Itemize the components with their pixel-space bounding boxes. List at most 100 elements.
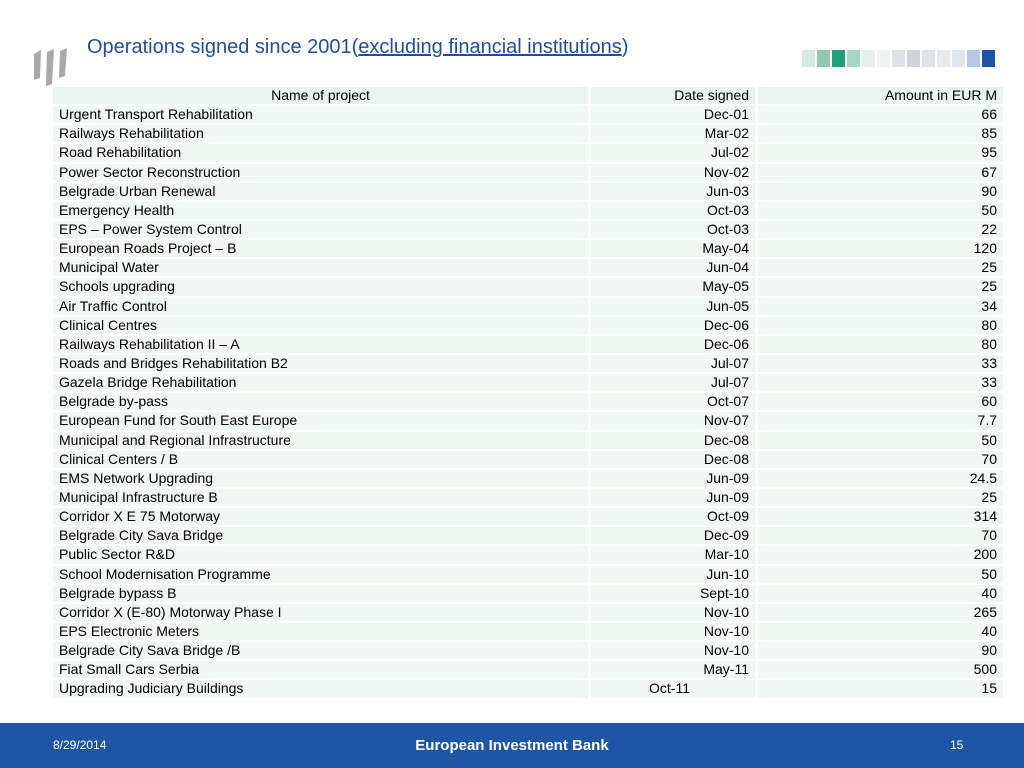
date-signed-cell: Nov-02 xyxy=(591,163,758,181)
date-signed-cell: Oct-07 xyxy=(591,393,758,411)
table-row: Corridor X (E-80) Motorway Phase I Nov-10… xyxy=(53,603,1003,621)
table-row: Belgrade City Sava Bridge /B Nov-10 90 xyxy=(53,642,1003,660)
date-signed-cell: Nov-10 xyxy=(591,603,758,621)
project-name-cell: Power Sector Reconstruction xyxy=(53,163,591,181)
project-name-cell: Belgrade City Sava Bridge xyxy=(53,527,591,545)
project-name-cell: Railways Rehabilitation II – A xyxy=(53,335,591,353)
date-signed-cell: Jun-03 xyxy=(591,182,758,200)
table-row: Belgrade City Sava Bridge Dec-09 70 xyxy=(53,527,1003,545)
amount-cell: 500 xyxy=(758,661,1003,679)
table-row: Railways Rehabilitation Mar-02 85 xyxy=(53,125,1003,143)
date-signed-cell: Dec-08 xyxy=(591,431,758,449)
date-signed-cell: Jul-07 xyxy=(591,354,758,373)
date-signed-cell: May-05 xyxy=(591,278,758,296)
date-signed-cell: Oct-11 xyxy=(591,680,758,698)
table-row: Upgrading Judiciary Buildings Oct-11 15 xyxy=(53,680,1003,698)
date-signed-cell: Oct-09 xyxy=(591,508,758,526)
date-signed-cell: Oct-03 xyxy=(591,201,758,219)
table-row: Air Traffic Control Jun-05 34 xyxy=(53,297,1003,315)
title-link[interactable]: excluding financial institutions xyxy=(358,36,622,58)
table-row: Municipal and Regional Infrastructure Dec… xyxy=(53,431,1003,449)
project-name-cell: EMS Network Upgrading xyxy=(53,469,591,487)
table-row: EPS – Power System Control Oct-03 22 xyxy=(53,220,1003,239)
project-name-cell: Upgrading Judiciary Buildings xyxy=(53,680,591,698)
amount-cell: 95 xyxy=(758,144,1003,162)
project-name-cell: Clinical Centres xyxy=(53,316,591,334)
table-row: Road Rehabilitation Jul-02 95 xyxy=(53,144,1003,162)
project-name-cell: Schools upgrading xyxy=(53,278,591,296)
date-signed-cell: May-04 xyxy=(591,240,758,258)
amount-cell: 90 xyxy=(758,642,1003,660)
amount-cell: 50 xyxy=(758,431,1003,449)
table-row: Emergency Health Oct-03 50 xyxy=(53,201,1003,219)
amount-cell: 120 xyxy=(758,240,1003,258)
table-row: Gazela Bridge Rehabilitation Jul-07 33 xyxy=(53,374,1003,392)
amount-cell: 90 xyxy=(758,182,1003,200)
date-signed-cell: Jun-05 xyxy=(591,297,758,315)
project-name-cell: Air Traffic Control xyxy=(53,297,591,315)
amount-cell: 7.7 xyxy=(758,412,1003,430)
footer-organization: European Investment Bank xyxy=(415,737,609,754)
date-signed-cell: Sept-10 xyxy=(591,584,758,602)
table-row: Belgrade bypass B Sept-10 40 xyxy=(53,584,1003,602)
date-signed-cell: Jun-09 xyxy=(591,469,758,487)
project-name-cell: Municipal Water xyxy=(53,259,591,277)
amount-cell: 265 xyxy=(758,603,1003,621)
amount-cell: 70 xyxy=(758,527,1003,545)
date-signed-cell: Jul-07 xyxy=(591,374,758,392)
eib-logo-icon xyxy=(34,48,67,86)
footer-date: 8/29/2014 xyxy=(53,738,107,752)
amount-cell: 22 xyxy=(758,220,1003,239)
header-name-of-project: Name of project xyxy=(53,87,591,105)
project-name-cell: Corridor X E 75 Motorway xyxy=(53,508,591,526)
project-name-cell: Belgrade City Sava Bridge /B xyxy=(53,642,591,660)
project-name-cell: Road Rehabilitation xyxy=(53,144,591,162)
operations-table: Name of project Date signed Amount in EU… xyxy=(53,85,1003,700)
table-row: Clinical Centers / B Dec-08 70 xyxy=(53,450,1003,468)
date-signed-cell: Nov-10 xyxy=(591,622,758,641)
project-name-cell: Public Sector R&D xyxy=(53,546,591,564)
title-suffix: ) xyxy=(621,36,629,58)
date-signed-cell: Dec-06 xyxy=(591,335,758,353)
footer-bar: 8/29/2014 European Investment Bank 15 xyxy=(0,723,1024,768)
date-signed-cell: Jun-09 xyxy=(591,488,758,507)
header-amount: Amount in EUR M xyxy=(758,87,1003,105)
amount-cell: 67 xyxy=(758,163,1003,181)
date-signed-cell: Oct-03 xyxy=(591,220,758,239)
date-signed-cell: May-11 xyxy=(591,661,758,679)
amount-cell: 24.5 xyxy=(758,469,1003,487)
project-name-cell: Municipal Infrastructure B xyxy=(53,488,591,507)
decorative-squares-icon xyxy=(802,50,995,67)
project-name-cell: Urgent Transport Rehabilitation xyxy=(53,106,591,124)
table-row: Public Sector R&D Mar-10 200 xyxy=(53,546,1003,564)
amount-cell: 200 xyxy=(758,546,1003,564)
date-signed-cell: Dec-06 xyxy=(591,316,758,334)
amount-cell: 25 xyxy=(758,278,1003,296)
title-prefix: Operations signed since 2001( xyxy=(87,36,359,58)
table-row: Fiat Small Cars Serbia May-11 500 xyxy=(53,661,1003,679)
project-name-cell: Belgrade by-pass xyxy=(53,393,591,411)
table-row: Municipal Water Jun-04 25 xyxy=(53,259,1003,277)
table-row: Roads and Bridges Rehabilitation B2 Jul-0… xyxy=(53,354,1003,373)
amount-cell: 70 xyxy=(758,450,1003,468)
date-signed-cell: Mar-10 xyxy=(591,546,758,564)
project-name-cell: Clinical Centers / B xyxy=(53,450,591,468)
amount-cell: 33 xyxy=(758,354,1003,373)
header-date-signed: Date signed xyxy=(591,87,758,105)
project-name-cell: Roads and Bridges Rehabilitation B2 xyxy=(53,354,591,373)
amount-cell: 34 xyxy=(758,297,1003,315)
table-row: European Roads Project – B May-04 120 xyxy=(53,240,1003,258)
amount-cell: 66 xyxy=(758,106,1003,124)
table-row: School Modernisation Programme Jun-10 50 xyxy=(53,565,1003,583)
date-signed-cell: Mar-02 xyxy=(591,125,758,143)
amount-cell: 50 xyxy=(758,201,1003,219)
project-name-cell: School Modernisation Programme xyxy=(53,565,591,583)
amount-cell: 85 xyxy=(758,125,1003,143)
table-row: EMS Network Upgrading Jun-09 24.5 xyxy=(53,469,1003,487)
date-signed-cell: Jun-10 xyxy=(591,565,758,583)
amount-cell: 60 xyxy=(758,393,1003,411)
amount-cell: 33 xyxy=(758,374,1003,392)
date-signed-cell: Jul-02 xyxy=(591,144,758,162)
project-name-cell: Fiat Small Cars Serbia xyxy=(53,661,591,679)
amount-cell: 25 xyxy=(758,488,1003,507)
